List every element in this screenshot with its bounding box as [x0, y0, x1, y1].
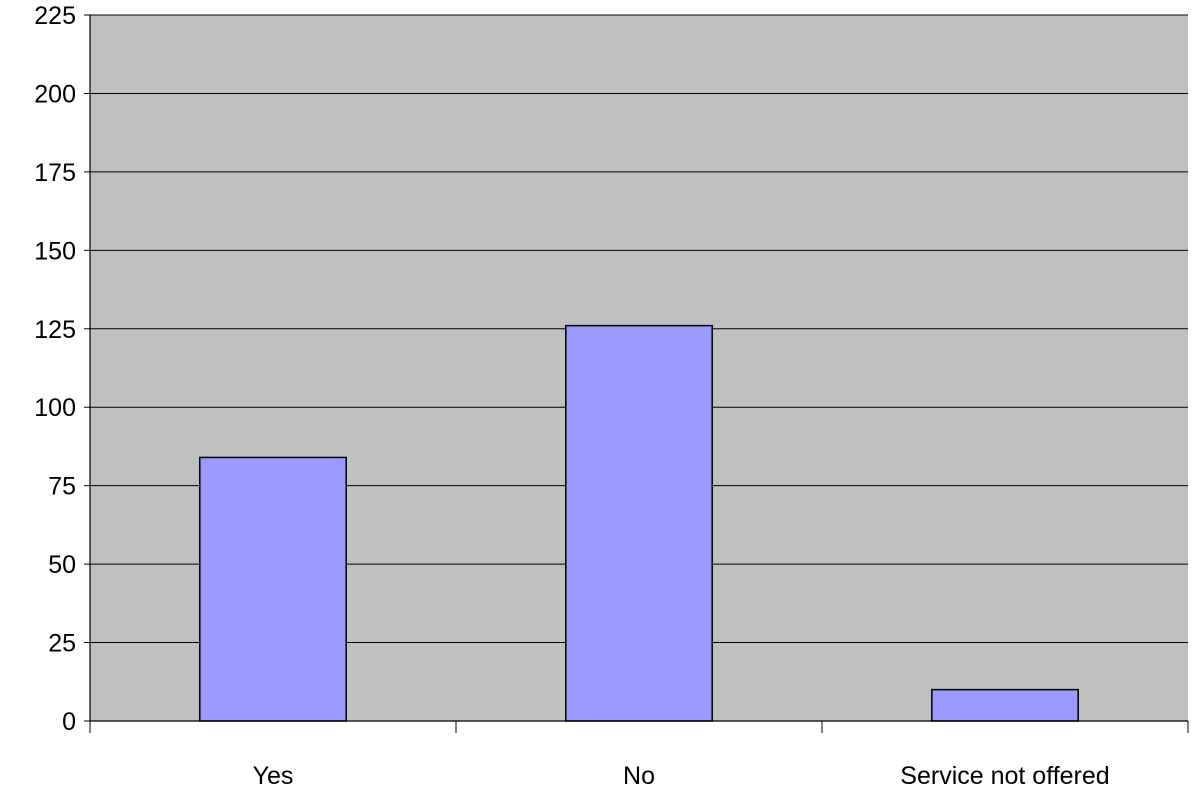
y-tick-labels: 0 25 50 75 100 125 150 175 200 225 [34, 2, 76, 736]
y-tick-label: 200 [34, 80, 76, 108]
y-tick-label: 75 [48, 473, 76, 501]
bars [199, 324, 1079, 722]
y-tick-label: 0 [62, 708, 76, 736]
bar-no [565, 324, 713, 722]
x-tick-label: Yes [253, 762, 294, 790]
x-tick-label: Service not offered [900, 762, 1109, 790]
y-tick-label: 150 [34, 237, 76, 265]
x-tick-label: No [623, 762, 655, 790]
y-tick-label: 125 [34, 316, 76, 344]
y-tick-label: 100 [34, 394, 76, 422]
y-tick-label: 50 [48, 551, 76, 579]
x-tick-labels: Yes No Service not offered [253, 762, 1110, 790]
bar-service-not-offered [931, 688, 1079, 722]
y-tick-label: 175 [34, 159, 76, 187]
y-tick-label: 225 [34, 2, 76, 30]
axes [84, 14, 1189, 733]
bar-yes [199, 456, 347, 722]
y-tick-label: 25 [48, 630, 76, 658]
